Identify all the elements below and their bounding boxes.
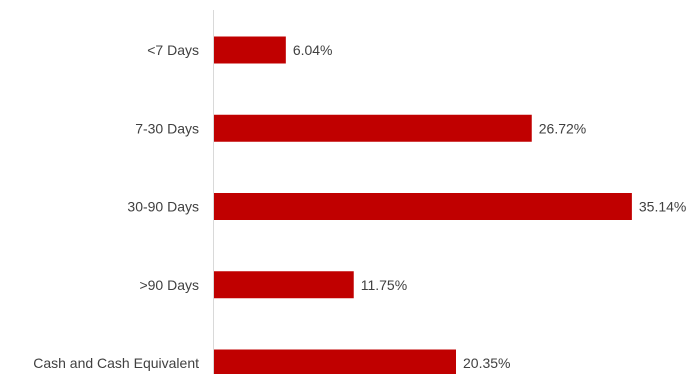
bar-3 <box>214 271 354 299</box>
category-label: Cash and Cash Equivalent <box>33 355 199 371</box>
bar-4 <box>214 349 456 374</box>
value-label: 6.04% <box>293 42 333 58</box>
value-label: 35.14% <box>639 199 686 215</box>
value-labels-group: 6.04% 26.72% 35.14% 11.75% 20.35% <box>293 42 687 371</box>
value-label: 11.75% <box>361 277 407 293</box>
category-label: 7-30 Days <box>135 120 199 136</box>
category-labels-group: <7 Days 7-30 Days 30-90 Days >90 Days Cash a… <box>33 42 199 371</box>
category-label: 30-90 Days <box>127 199 199 215</box>
category-label: <7 Days <box>147 42 199 58</box>
bar-2 <box>214 193 632 220</box>
category-label: >90 Days <box>139 277 199 293</box>
value-label: 20.35% <box>463 355 510 371</box>
bar-0 <box>214 36 286 64</box>
bar-1 <box>214 114 532 142</box>
value-label: 26.72% <box>539 120 586 136</box>
bars-group <box>214 36 632 374</box>
